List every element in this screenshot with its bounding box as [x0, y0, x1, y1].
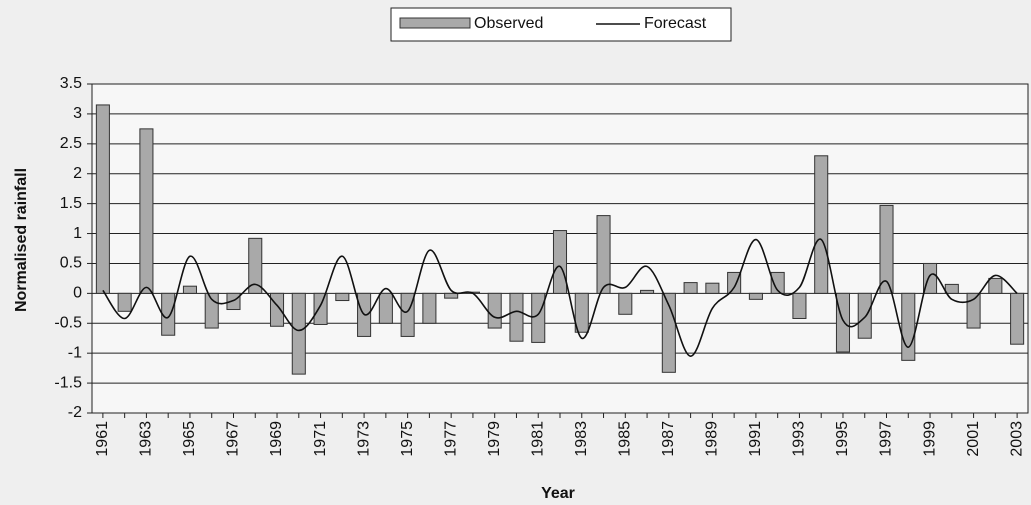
- x-tick-label: 1973: [355, 421, 372, 457]
- bar: [770, 271, 785, 294]
- x-tick-label: 2001: [965, 421, 982, 457]
- bar: [901, 292, 916, 361]
- bar: [923, 262, 938, 294]
- bar: [814, 155, 829, 294]
- x-tick-label: 1981: [529, 421, 546, 457]
- bar: [487, 292, 502, 329]
- legend-swatch: [399, 17, 471, 29]
- bar: [944, 283, 959, 294]
- y-tick-label: 3: [73, 105, 82, 122]
- x-tick-label: 1983: [573, 421, 590, 457]
- bar: [291, 292, 306, 375]
- bar: [792, 292, 807, 319]
- bar: [835, 292, 851, 353]
- bar: [95, 104, 110, 294]
- x-tick-label: 1997: [878, 421, 895, 457]
- bar: [422, 292, 437, 324]
- bar: [139, 128, 154, 294]
- y-tick-label: -1: [68, 344, 82, 361]
- bar: [182, 285, 197, 294]
- bar: [748, 292, 763, 300]
- x-tick-label: 1987: [660, 421, 677, 457]
- y-tick-label: 1: [73, 225, 82, 242]
- legend-label: Observed: [474, 15, 543, 32]
- y-tick-label: 2.5: [60, 135, 82, 152]
- y-tick-label: 3.5: [60, 75, 82, 92]
- x-tick-label: 1963: [138, 421, 155, 457]
- x-tick-label: 1979: [486, 421, 503, 457]
- x-tick-label: 2003: [1008, 421, 1025, 457]
- bar: [727, 271, 742, 294]
- x-tick-label: 1993: [791, 421, 808, 457]
- bar: [269, 292, 285, 327]
- forecast-line: [102, 238, 1018, 357]
- y-axis-label: Normalised rainfall: [13, 168, 30, 312]
- x-tick-label: 1961: [94, 421, 111, 457]
- y-tick-label: 0.5: [60, 255, 82, 272]
- x-axis-label: Year: [541, 485, 575, 502]
- bar: [552, 230, 568, 294]
- bar: [988, 277, 1003, 294]
- bar: [640, 289, 655, 294]
- bar: [683, 282, 698, 294]
- bar: [596, 215, 611, 294]
- bar: [117, 292, 132, 312]
- x-tick-label: 1999: [921, 421, 938, 457]
- y-tick-label: 2: [73, 165, 82, 182]
- bar: [378, 292, 393, 324]
- bar: [444, 292, 459, 299]
- bar: [857, 292, 872, 339]
- x-tick-label: 1967: [225, 421, 242, 457]
- bar: [879, 204, 894, 294]
- bar: [1010, 292, 1025, 345]
- bar: [705, 282, 720, 294]
- bar: [574, 292, 589, 333]
- bar: [313, 292, 328, 325]
- x-tick-label: 1985: [617, 421, 634, 457]
- x-tick-label: 1971: [312, 421, 329, 457]
- x-tick-label: 1977: [442, 421, 459, 457]
- bar: [618, 292, 633, 315]
- bar: [335, 292, 350, 302]
- bar: [161, 292, 176, 336]
- bar: [509, 292, 524, 342]
- legend-label: Forecast: [644, 15, 707, 32]
- y-tick-label: -0.5: [54, 314, 82, 331]
- x-tick-label: 1995: [834, 421, 851, 457]
- y-tick-label: 0: [73, 285, 82, 302]
- x-tick-label: 1989: [704, 421, 721, 457]
- bar: [531, 292, 546, 343]
- x-tick-label: 1965: [181, 421, 198, 457]
- y-tick-label: -2: [68, 404, 82, 421]
- bar: [248, 237, 263, 294]
- y-tick-label: -1.5: [54, 374, 82, 391]
- x-tick-label: 1969: [268, 421, 285, 457]
- y-tick-label: 1.5: [60, 195, 82, 212]
- bar: [966, 292, 981, 329]
- bar: [226, 292, 241, 311]
- x-tick-label: 1991: [747, 421, 764, 457]
- x-tick-label: 1975: [399, 421, 416, 457]
